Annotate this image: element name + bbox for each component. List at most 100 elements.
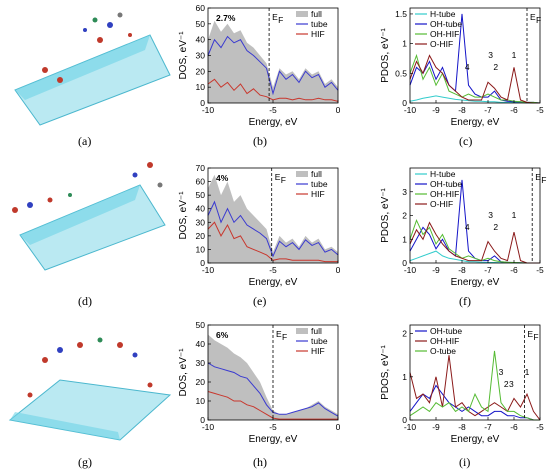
panel-label-e: (e) — [253, 294, 266, 308]
x-tick-label: -10 — [404, 265, 417, 275]
y-tick-label: 1 — [402, 372, 407, 382]
series-O-HIF-line — [409, 221, 540, 264]
series-H-tube-line — [409, 95, 540, 104]
fermi-label: E — [535, 172, 541, 182]
legend-entry: OH-HIF — [430, 189, 459, 199]
x-tick-label: -10 — [202, 422, 215, 432]
fermi-label-subscript: F — [282, 332, 287, 342]
peak-label: 3 — [488, 50, 493, 60]
fermi-label: E — [276, 329, 282, 339]
legend-entry: O-HIF — [430, 199, 453, 209]
peak-label: 3 — [509, 379, 514, 389]
y-tick-label: 10 — [196, 396, 206, 406]
panel-label-b: (b) — [253, 134, 267, 148]
peak-label: 1 — [512, 50, 517, 60]
legend-entry: full — [311, 169, 322, 179]
legend-entry: tube — [311, 336, 328, 346]
fermi-label-subscript: F — [281, 175, 286, 185]
y-tick-label: 1 — [402, 234, 407, 244]
legend-entry: O-HIF — [430, 39, 453, 49]
legend-entry: full — [311, 326, 322, 336]
x-tick-label: -10 — [404, 105, 417, 115]
x-tick-label: -6 — [510, 105, 518, 115]
peak-label: 2 — [493, 222, 498, 232]
panel-label-d: (d) — [78, 294, 92, 308]
x-tick-label: -9 — [432, 265, 440, 275]
dos-chart-b: E F -10 -5 0 0 10 20 30 40 50 60 Energy, eV DOS, eV⁻¹… — [178, 3, 341, 128]
peak-label: 4 — [465, 222, 470, 232]
y-tick-label: 20 — [196, 231, 206, 241]
y-tick-label: 0 — [200, 98, 205, 108]
legend-swatch — [296, 171, 308, 177]
legend-entry: O-tube — [430, 346, 456, 356]
y-tick-label: 40 — [196, 339, 206, 349]
y-axis-label: DOS, eV⁻¹ — [178, 31, 189, 80]
fermi-label-subscript: F — [278, 15, 283, 25]
legend-entry: OH-tube — [430, 19, 462, 29]
y-tick-label: 2 — [402, 329, 407, 339]
legend-entry: H-tube — [430, 169, 456, 179]
x-tick-label: -9 — [432, 105, 440, 115]
series-full-area — [208, 334, 338, 420]
y-axis-label: PDOS, eV⁻¹ — [380, 27, 391, 82]
x-tick-label: -10 — [202, 265, 215, 275]
x-tick-label: -7 — [484, 422, 492, 432]
x-tick-label: -8 — [458, 422, 466, 432]
y-tick-label: 1.5 — [395, 9, 407, 19]
fermi-label-subscript: F — [541, 175, 546, 185]
molecule-illustration-g — [8, 337, 172, 441]
concentration-annotation: 4% — [216, 173, 229, 183]
x-tick-label: -10 — [404, 422, 417, 432]
legend-entry: OH-HIF — [430, 336, 459, 346]
legend-entry: OH-HIF — [430, 29, 459, 39]
x-axis-label: Energy, eV — [249, 117, 298, 128]
y-tick-label: 0 — [200, 415, 205, 425]
legend-entry: OH-tube — [430, 326, 462, 336]
x-tick-label: -6 — [510, 265, 518, 275]
series-OH-HIF-line — [409, 53, 541, 104]
series-OH-HIF-line — [409, 218, 540, 264]
series-HIF-line — [207, 78, 339, 102]
y-tick-label: 20 — [196, 66, 206, 76]
x-tick-label: -5 — [269, 265, 277, 275]
series-full-area — [208, 20, 338, 104]
panel-label-g: (g) — [78, 455, 92, 469]
y-tick-label: 30 — [196, 51, 206, 61]
x-tick-label: 0 — [336, 105, 341, 115]
legend-entry: tube — [311, 179, 328, 189]
y-axis-label: PDOS, eV⁻¹ — [380, 187, 391, 242]
legend-entry: full — [311, 9, 322, 19]
y-axis-label: DOS, eV⁻¹ — [178, 348, 189, 397]
x-axis-label: Energy, eV — [451, 117, 500, 128]
fermi-label: E — [275, 172, 281, 182]
y-tick-label: 50 — [196, 19, 206, 29]
series-O-HIF-line — [409, 54, 540, 104]
concentration-annotation: 6% — [216, 330, 229, 340]
x-tick-label: -8 — [458, 265, 466, 275]
y-axis-label: DOS, eV⁻¹ — [178, 191, 189, 240]
x-tick-label: 0 — [336, 265, 341, 275]
peak-label: 1 — [512, 210, 517, 220]
y-tick-label: 30 — [196, 217, 206, 227]
fermi-label: E — [272, 12, 278, 22]
pdos-chart-c: E F -10 -9 -8 -7 -6 -5 0 0.5 1 1.5 Energy, eV PDOS, e… — [380, 7, 544, 128]
x-tick-label: -5 — [536, 105, 544, 115]
legend-entry: H-tube — [430, 9, 456, 19]
x-tick-label: -7 — [484, 265, 492, 275]
fermi-label-subscript: F — [536, 15, 541, 25]
legend-entry: OH-tube — [430, 179, 462, 189]
series-tube-line — [207, 35, 339, 96]
legend-entry: HIF — [311, 29, 325, 39]
y-tick-label: 0 — [402, 98, 407, 108]
peak-label: 3 — [488, 210, 493, 220]
panel-label-c: (c) — [459, 134, 472, 148]
y-tick-label: 40 — [196, 204, 206, 214]
y-tick-label: 3 — [402, 187, 407, 197]
y-tick-label: 2 — [402, 211, 407, 221]
x-axis-label: Energy, eV — [249, 277, 298, 288]
series-tube-line — [207, 200, 339, 258]
legend-swatch — [296, 328, 308, 334]
fermi-label: E — [530, 12, 536, 22]
y-tick-label: 0 — [402, 415, 407, 425]
